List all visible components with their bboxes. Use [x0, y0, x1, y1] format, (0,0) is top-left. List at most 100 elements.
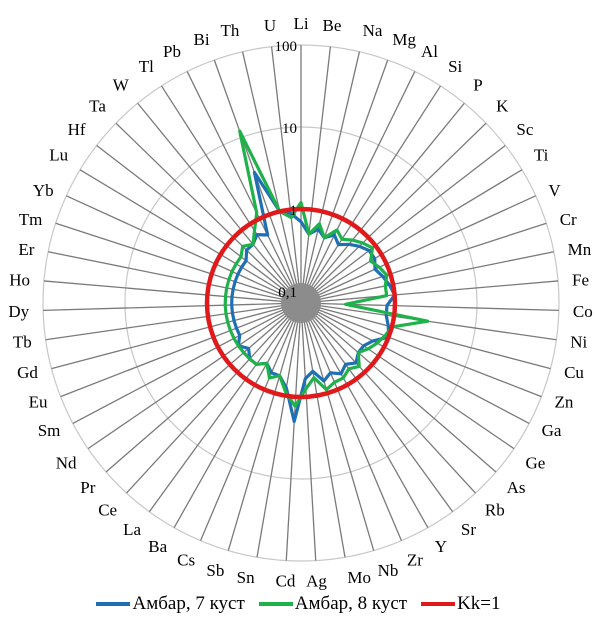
category-label: Bi [194, 30, 210, 49]
axis-spokes [43, 45, 559, 561]
series-layer [204, 129, 430, 424]
chart-hub [281, 283, 321, 323]
category-label: K [496, 96, 509, 115]
axis-spoke [105, 302, 302, 473]
axis-spoke [45, 302, 302, 341]
category-label: Co [573, 302, 593, 321]
axis-spoke [60, 302, 302, 398]
category-label: Pr [80, 478, 95, 497]
category-label: Er [18, 240, 34, 259]
category-label: Eu [29, 393, 48, 412]
axis-spoke [199, 302, 302, 541]
category-label: Zr [407, 551, 423, 570]
category-label: Tb [13, 333, 32, 352]
axis-spoke [300, 302, 375, 551]
legend-label-series-3: Kk=1 [457, 593, 501, 614]
category-label: Be [323, 16, 342, 35]
category-label: Sb [206, 561, 224, 580]
legend-item-series-3: Kk=1 [421, 593, 501, 615]
category-label: Gd [17, 363, 38, 382]
category-label: Lu [49, 146, 68, 165]
axis-spoke [300, 302, 530, 424]
category-label: Sc [516, 120, 533, 139]
category-label: Cd [276, 572, 296, 590]
axis-spoke [300, 302, 542, 398]
axis-spoke [300, 51, 361, 304]
category-label: Rb [485, 500, 505, 519]
category-label: Pb [163, 42, 181, 61]
tick-labels: 0,1 1 10 100 [275, 39, 298, 301]
category-label: V [548, 181, 561, 200]
axis-spoke [300, 59, 389, 304]
axis-spoke [126, 302, 302, 494]
category-label: Sr [461, 520, 476, 539]
axis-spoke [285, 302, 302, 561]
category-label: Y [435, 537, 447, 556]
legend-label-series-1: Амбар, 7 куст [132, 593, 245, 614]
axis-spoke [300, 302, 476, 494]
category-label: Tl [139, 57, 154, 76]
category-label: Nd [56, 454, 77, 473]
legend-label-series-2: Амбар, 8 куст [294, 593, 408, 614]
category-label: Th [221, 21, 240, 40]
axis-spoke [300, 302, 551, 370]
category-label: Nb [378, 561, 399, 580]
axis-spoke [256, 302, 302, 558]
axis-spoke [300, 169, 523, 304]
tick-label: 0,1 [278, 285, 297, 301]
axis-spoke [300, 302, 454, 513]
axis-spoke [72, 302, 302, 424]
tick-label: 100 [275, 39, 298, 55]
axis-spoke [137, 102, 302, 304]
category-label: Ba [148, 537, 167, 556]
legend-swatch-series-1 [96, 602, 131, 606]
legend-swatch-series-3 [421, 602, 456, 606]
category-label: Li [293, 14, 308, 33]
category-label: Ce [98, 500, 117, 519]
axis-spoke [300, 222, 547, 304]
tick-label: 1 [290, 203, 298, 219]
category-label: Cs [177, 551, 195, 570]
category-label: Hf [68, 120, 86, 139]
tick-label: 10 [282, 121, 297, 137]
axis-spoke [300, 85, 442, 304]
category-label: Ho [9, 271, 30, 290]
category-label: Zn [555, 393, 574, 412]
legend-item-series-1: Амбар, 7 куст [96, 593, 245, 615]
axis-spoke [300, 302, 403, 541]
axis-spoke [300, 302, 559, 312]
category-label: Sm [38, 421, 61, 440]
category-label: Ni [570, 333, 587, 352]
category-label: Fe [572, 271, 589, 290]
category-label: Cu [564, 363, 584, 382]
legend-item-series-2: Амбар, 8 куст [258, 593, 408, 615]
axis-spoke [43, 302, 302, 312]
axis-spoke [300, 302, 317, 561]
axis-spoke [300, 302, 515, 450]
category-label: Ta [89, 96, 106, 115]
category-label: Mn [568, 240, 592, 259]
axis-spoke [300, 251, 554, 304]
category-label: Al [421, 42, 438, 61]
axis-spoke [160, 85, 302, 304]
axis-spoke [300, 195, 536, 304]
axis-spoke [186, 71, 302, 304]
category-label: Si [448, 57, 462, 76]
axis-spoke [227, 302, 302, 551]
axis-spoke [87, 302, 302, 450]
category-label: Ge [526, 454, 546, 473]
axis-spoke [241, 51, 302, 304]
axis-spoke [300, 71, 416, 304]
category-label: Sn [237, 568, 255, 587]
category-label: La [123, 520, 141, 539]
category-label: Yb [33, 181, 54, 200]
category-label: Tm [19, 210, 43, 229]
axis-spoke [173, 302, 302, 528]
category-label: Ag [306, 572, 327, 590]
category-label: Dy [8, 302, 29, 321]
axis-spoke [48, 251, 302, 304]
axis-spoke [300, 302, 429, 528]
axis-spoke [300, 302, 497, 473]
